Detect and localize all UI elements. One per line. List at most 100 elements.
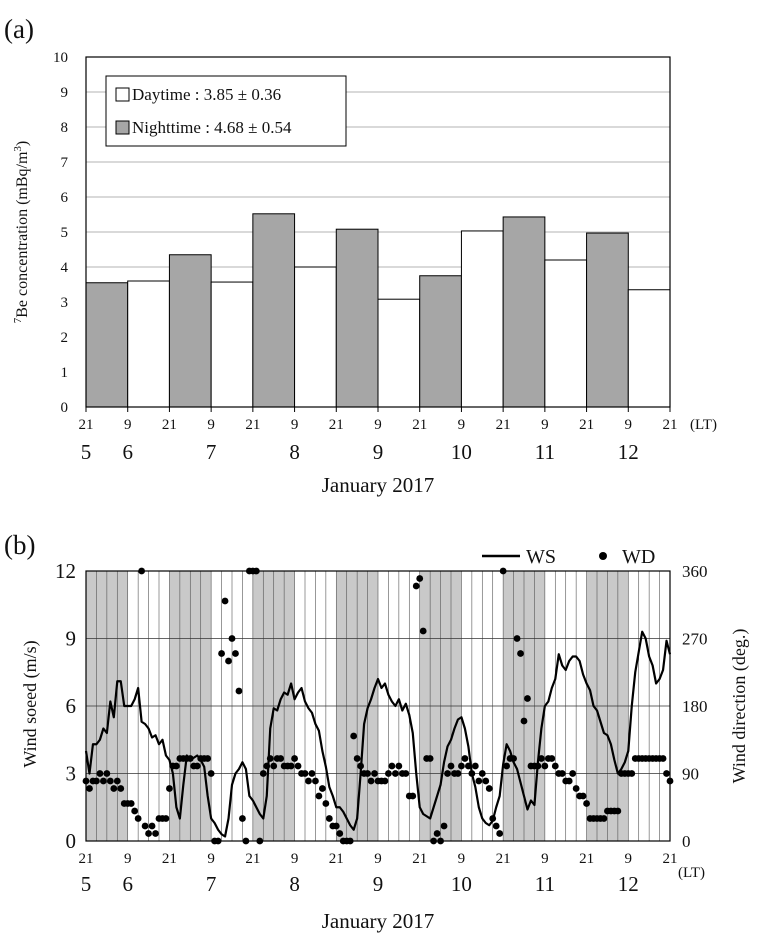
- wd-point: [367, 777, 375, 785]
- wd-point: [99, 777, 107, 785]
- wd-point: [145, 830, 152, 837]
- panel-b-day-label: 9: [373, 872, 384, 896]
- panel-a-day-label: 10: [451, 440, 472, 464]
- panel-a-x-tick-label: 21: [412, 417, 427, 433]
- wd-point: [419, 627, 427, 635]
- wd-point: [218, 650, 225, 657]
- bar-day-10: [460, 230, 504, 408]
- wd-point: [551, 762, 559, 770]
- wd-point: [141, 822, 149, 830]
- wd-point: [270, 762, 278, 770]
- wd-point: [565, 777, 573, 785]
- panel-b-x-tick-label: 21: [663, 851, 678, 867]
- wd-point: [131, 807, 139, 815]
- wd-point: [103, 770, 111, 777]
- panel-b-day-label: 10: [451, 872, 472, 896]
- wd-point: [204, 755, 212, 762]
- panel-b-x-tick-label: 9: [374, 851, 382, 867]
- wd-point: [454, 770, 462, 777]
- wd-point: [294, 762, 302, 770]
- wd-point: [364, 770, 371, 777]
- panel-b-x-tick-label: 9: [124, 851, 132, 867]
- wd-point: [127, 800, 135, 807]
- panel-b-x-tick-label: 21: [79, 851, 94, 867]
- panel-b-x-tick-label: 9: [207, 851, 215, 867]
- wd-point: [318, 785, 326, 792]
- panel-b-y-tick-label: 0: [66, 829, 77, 853]
- bar-night-13: [586, 232, 629, 408]
- panel-b-x-tick-label: 21: [162, 851, 177, 867]
- wd-point: [93, 777, 100, 785]
- wd-point: [482, 777, 490, 785]
- wd-point: [395, 762, 403, 770]
- wd-point: [388, 762, 396, 770]
- wd-point: [416, 575, 424, 582]
- legend-wd-dot: [599, 552, 607, 560]
- panel-a-x-tick-label: 21: [329, 417, 344, 433]
- wd-point: [259, 770, 267, 777]
- wd-point: [291, 755, 298, 762]
- wd-point: [614, 807, 622, 815]
- wd-point: [312, 777, 319, 785]
- wd-point: [458, 762, 465, 770]
- wd-point: [266, 755, 274, 762]
- wd-point: [332, 822, 340, 830]
- wd-point: [239, 815, 246, 822]
- panel-b-y2-title: Wind direction (deg.): [729, 629, 750, 784]
- panel-b-y2-tick-label: 0: [682, 832, 691, 851]
- bar-day-14: [627, 289, 671, 408]
- wd-point: [186, 755, 194, 762]
- panel-a-x-title: January 2017: [322, 473, 435, 497]
- panel-b-x-tick-label: 21: [579, 851, 594, 867]
- panel-a-y-tick-label: 6: [61, 190, 69, 206]
- panel-a-day-label: 5: [81, 440, 92, 464]
- wd-point: [193, 762, 201, 770]
- panel-a-legend: Daytime : 3.85 ± 0.36 Nighttime : 4.68 ±…: [105, 75, 347, 147]
- wd-point: [86, 785, 93, 792]
- wd-point: [548, 755, 556, 762]
- panel-b-x-tick-label: 9: [625, 851, 633, 867]
- wd-point: [572, 785, 580, 792]
- wd-point: [106, 777, 114, 785]
- wd-point: [461, 755, 469, 762]
- wd-point: [148, 822, 156, 830]
- panel-a-x-tick-label: 21: [79, 417, 94, 433]
- panel-a-y-tick-label: 9: [61, 85, 69, 101]
- panel-a-y-ticks: 0 1 2 3 4 5 6 7 8 9 10: [53, 50, 69, 416]
- panel-b-y2-ticks: 0 90 180 270 360: [682, 562, 708, 851]
- bar-day-2: [127, 280, 170, 408]
- wd-point: [510, 755, 517, 762]
- panel-b-day-label: 5: [81, 872, 92, 896]
- wd-point: [402, 770, 410, 777]
- panel-a-day-label: 6: [122, 440, 133, 464]
- wd-point: [520, 717, 528, 725]
- legend-nighttime-swatch: [115, 120, 130, 135]
- wd-point: [287, 762, 295, 770]
- wd-point: [152, 830, 159, 837]
- panel-b-plot-frame: [85, 570, 671, 842]
- panel-a-day-label: 7: [206, 440, 217, 464]
- panel-b-x-tick-label: 21: [329, 851, 344, 867]
- panel-a-y-tick-label: 8: [61, 120, 69, 136]
- wd-point: [440, 822, 448, 830]
- wd-point: [534, 762, 542, 770]
- panel-b-y2-tick-label: 270: [682, 630, 708, 649]
- panel-a-y-tick-label: 7: [61, 155, 69, 171]
- panel-b-y-tick-label: 12: [55, 559, 76, 583]
- wd-point: [162, 815, 170, 822]
- wd-point: [569, 770, 577, 777]
- ws-series-line: [84, 630, 672, 838]
- panel-a-y-tick-label: 10: [53, 50, 68, 66]
- wd-point: [207, 770, 215, 777]
- wd-point: [447, 762, 455, 770]
- panel-b-day-label: 12: [618, 872, 639, 896]
- wd-point: [541, 762, 549, 770]
- panel-b-y2-tick-label: 360: [682, 562, 708, 581]
- legend-box: [105, 75, 347, 147]
- panel-a-y-tick-label: 3: [61, 295, 69, 311]
- wd-point: [503, 762, 511, 770]
- legend-daytime-swatch: [115, 87, 130, 102]
- wd-point: [663, 770, 670, 777]
- wd-point: [444, 770, 451, 777]
